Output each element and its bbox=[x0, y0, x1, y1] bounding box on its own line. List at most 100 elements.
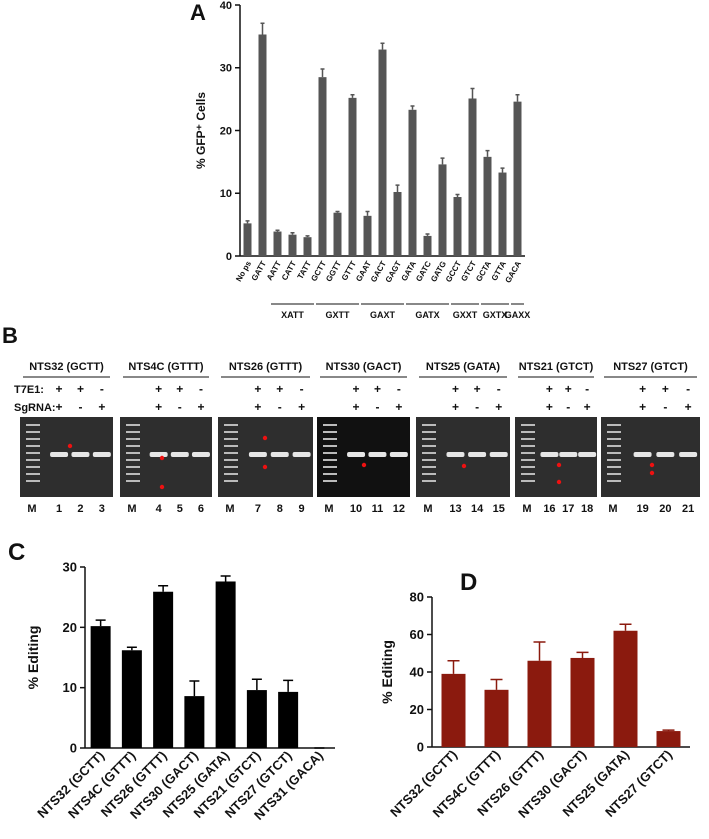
y-tick-label: 40 bbox=[410, 665, 424, 680]
sgrna-sign: + bbox=[546, 400, 553, 414]
bar bbox=[423, 235, 432, 256]
dna-band bbox=[468, 452, 487, 457]
bar bbox=[288, 234, 297, 256]
bar bbox=[453, 197, 462, 256]
ladder-band bbox=[607, 424, 621, 426]
error-bar bbox=[95, 619, 106, 627]
ladder-band bbox=[422, 452, 436, 454]
bar bbox=[258, 34, 267, 257]
t7e1-sign: - bbox=[397, 382, 401, 396]
group-label: GATX bbox=[415, 310, 439, 320]
ladder-band bbox=[26, 459, 40, 461]
x-tick-label: No ps bbox=[234, 259, 253, 283]
group-label: GXTX bbox=[483, 310, 508, 320]
lane-number: 3 bbox=[99, 503, 105, 515]
cleavage-dot bbox=[556, 479, 562, 485]
t7e1-sign: + bbox=[662, 382, 669, 396]
lane-number: 4 bbox=[156, 503, 163, 515]
group-label: XATT bbox=[281, 310, 304, 320]
t7e1-sign: + bbox=[353, 382, 360, 396]
marker-label: M bbox=[423, 503, 432, 515]
marker-label: M bbox=[608, 503, 617, 515]
ladder-band bbox=[26, 431, 40, 433]
ladder-band bbox=[126, 466, 140, 468]
bar bbox=[90, 626, 111, 748]
row-label: T7E1: bbox=[14, 384, 44, 396]
bar bbox=[333, 212, 342, 256]
gel-title: NTS32 (GCTT) bbox=[29, 361, 104, 373]
dna-band bbox=[656, 452, 675, 457]
ladder-band bbox=[126, 452, 140, 454]
bar bbox=[483, 156, 492, 256]
ladder-band bbox=[26, 473, 40, 475]
dna-band bbox=[578, 452, 597, 457]
dna-band bbox=[633, 452, 652, 457]
panel-label: B bbox=[2, 323, 18, 348]
dna-band bbox=[347, 452, 366, 457]
t7e1-sign: - bbox=[497, 382, 501, 396]
ladder-band bbox=[521, 431, 535, 433]
y-tick-label: 10 bbox=[63, 680, 77, 695]
sgrna-sign: - bbox=[375, 400, 379, 414]
ladder-band bbox=[26, 466, 40, 468]
y-axis-label: % Editing bbox=[379, 640, 395, 704]
ladder-band bbox=[224, 480, 238, 482]
lane-number: 8 bbox=[277, 503, 283, 515]
bar bbox=[613, 630, 638, 747]
bar bbox=[363, 215, 372, 256]
t7e1-sign: + bbox=[276, 382, 283, 396]
t7e1-sign: + bbox=[77, 382, 84, 396]
t7e1-sign: + bbox=[155, 382, 162, 396]
bar bbox=[408, 109, 417, 256]
gel-title: NTS26 (GTTT) bbox=[229, 361, 303, 373]
y-tick-label: 30 bbox=[63, 560, 77, 575]
bar bbox=[278, 691, 299, 748]
ladder-band bbox=[26, 445, 40, 447]
ladder-band bbox=[126, 438, 140, 440]
t7e1-sign: + bbox=[176, 382, 183, 396]
sgrna-sign: - bbox=[663, 400, 667, 414]
lane-number: 2 bbox=[77, 503, 83, 515]
ladder-band bbox=[323, 424, 337, 426]
dna-band bbox=[446, 452, 465, 457]
cleavage-dot bbox=[649, 462, 655, 468]
x-tick-label: CATT bbox=[280, 259, 298, 282]
error-bar bbox=[305, 235, 310, 238]
y-tick-label: 30 bbox=[220, 63, 232, 75]
dna-band bbox=[149, 452, 168, 457]
ladder-band bbox=[607, 473, 621, 475]
t7e1-sign: + bbox=[639, 382, 646, 396]
sgrna-sign: + bbox=[197, 400, 204, 414]
t7e1-sign: - bbox=[100, 382, 104, 396]
lane-number: 20 bbox=[659, 503, 671, 515]
t7e1-sign: + bbox=[254, 382, 261, 396]
cleavage-dot bbox=[262, 435, 268, 441]
dna-band bbox=[540, 452, 559, 457]
lane-number: 6 bbox=[198, 503, 204, 515]
error-bar bbox=[320, 68, 325, 78]
error-bar bbox=[410, 105, 415, 110]
ladder-band bbox=[126, 445, 140, 447]
dna-band bbox=[559, 452, 578, 457]
sgrna-sign: + bbox=[254, 400, 261, 414]
error-bar bbox=[447, 660, 460, 674]
dna-band bbox=[71, 452, 90, 457]
bar bbox=[273, 231, 282, 256]
lane-number: 9 bbox=[299, 503, 305, 515]
ladder-band bbox=[323, 480, 337, 482]
error-bar bbox=[515, 93, 520, 102]
error-bar bbox=[576, 651, 589, 658]
gel-title: NTS4C (GTTT) bbox=[128, 361, 203, 373]
dna-band bbox=[50, 452, 69, 457]
y-tick-label: 60 bbox=[410, 627, 424, 642]
ladder-band bbox=[607, 445, 621, 447]
cleavage-dot bbox=[461, 463, 467, 469]
t7e1-sign: - bbox=[199, 382, 203, 396]
ladder-band bbox=[607, 452, 621, 454]
y-tick-label: 40 bbox=[220, 0, 232, 12]
ladder-band bbox=[323, 459, 337, 461]
sgrna-sign: + bbox=[495, 400, 502, 414]
ladder-band bbox=[126, 459, 140, 461]
bar bbox=[246, 690, 267, 748]
lane-number: 17 bbox=[562, 503, 574, 515]
